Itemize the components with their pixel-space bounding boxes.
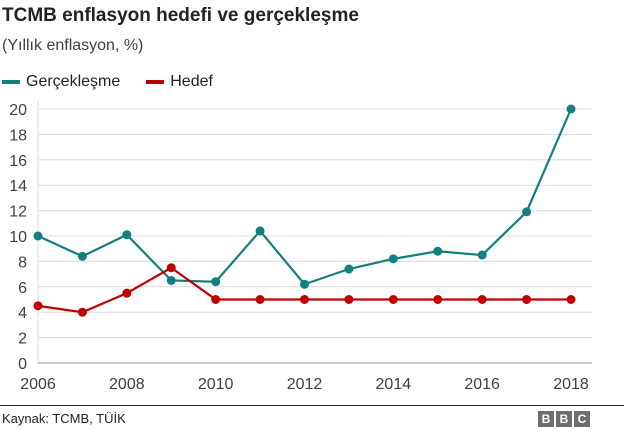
bbc-logo-letter: B: [556, 411, 572, 427]
legend: Gerçekleşme Hedef: [2, 73, 213, 91]
data-point-target: [522, 295, 532, 304]
data-point-target: [33, 301, 43, 311]
data-point-target: [211, 295, 221, 304]
y-tick-label: 18: [9, 127, 27, 144]
footer-divider: [0, 405, 624, 406]
data-point-actual: [255, 226, 265, 236]
legend-swatch: [146, 80, 165, 84]
data-point-actual: [77, 251, 87, 261]
x-tick-label: 2008: [109, 376, 145, 393]
series-line-target: [37, 266, 571, 314]
data-point-actual: [344, 264, 354, 274]
chart-subtitle: (Yıllık enflasyon, %): [2, 37, 144, 54]
data-point-actual: [566, 104, 576, 114]
data-point-target: [388, 295, 398, 304]
x-tick-label: 2014: [376, 376, 412, 393]
data-point-target: [566, 295, 576, 304]
data-point-target: [344, 295, 354, 304]
data-point-target: [433, 295, 443, 304]
data-point-actual: [211, 277, 221, 287]
y-tick-label: 0: [18, 356, 27, 373]
bbc-logo-letter: B: [538, 411, 554, 427]
x-tick-label: 2012: [287, 376, 323, 393]
y-tick-label: 12: [9, 204, 27, 221]
data-point-target: [477, 295, 487, 304]
legend-label: Gerçekleşme: [26, 73, 121, 90]
data-point-actual: [388, 254, 398, 264]
data-point-actual: [122, 230, 132, 240]
y-tick-label: 16: [9, 153, 27, 170]
chart-title: TCMB enflasyon hedefi ve gerçekleşme: [2, 5, 359, 26]
y-tick-label: 10: [9, 229, 27, 246]
data-point-target: [166, 263, 176, 273]
data-point-target: [300, 295, 309, 304]
y-tick-label: 20: [9, 102, 27, 119]
y-tick-label: 6: [18, 280, 27, 297]
legend-item-target: Hedef: [146, 73, 213, 91]
legend-item-actual: Gerçekleşme: [2, 73, 120, 91]
data-point-actual: [522, 207, 532, 217]
legend-swatch: [2, 80, 20, 84]
x-tick-label: 2016: [464, 376, 500, 393]
legend-label: Hedef: [170, 73, 213, 90]
y-tick-label: 14: [9, 178, 27, 195]
series-line-actual: [37, 108, 573, 286]
x-tick-label: 2006: [20, 376, 56, 393]
data-point-actual: [33, 231, 43, 241]
bbc-logo-letter: C: [574, 411, 590, 427]
x-tick-label: 2010: [198, 376, 234, 393]
data-point-actual: [300, 279, 309, 289]
y-tick-label: 2: [18, 331, 27, 348]
data-point-target: [122, 288, 132, 298]
source-note: Kaynak: TCMB, TÜİK: [2, 411, 126, 426]
data-point-target: [255, 295, 265, 304]
y-tick-label: 4: [18, 305, 27, 322]
data-point-actual: [433, 246, 443, 256]
data-point-actual: [166, 275, 176, 285]
data-point-target: [77, 307, 87, 317]
x-tick-label: 2018: [553, 376, 589, 393]
data-point-actual: [477, 250, 487, 260]
y-tick-label: 8: [18, 254, 27, 271]
